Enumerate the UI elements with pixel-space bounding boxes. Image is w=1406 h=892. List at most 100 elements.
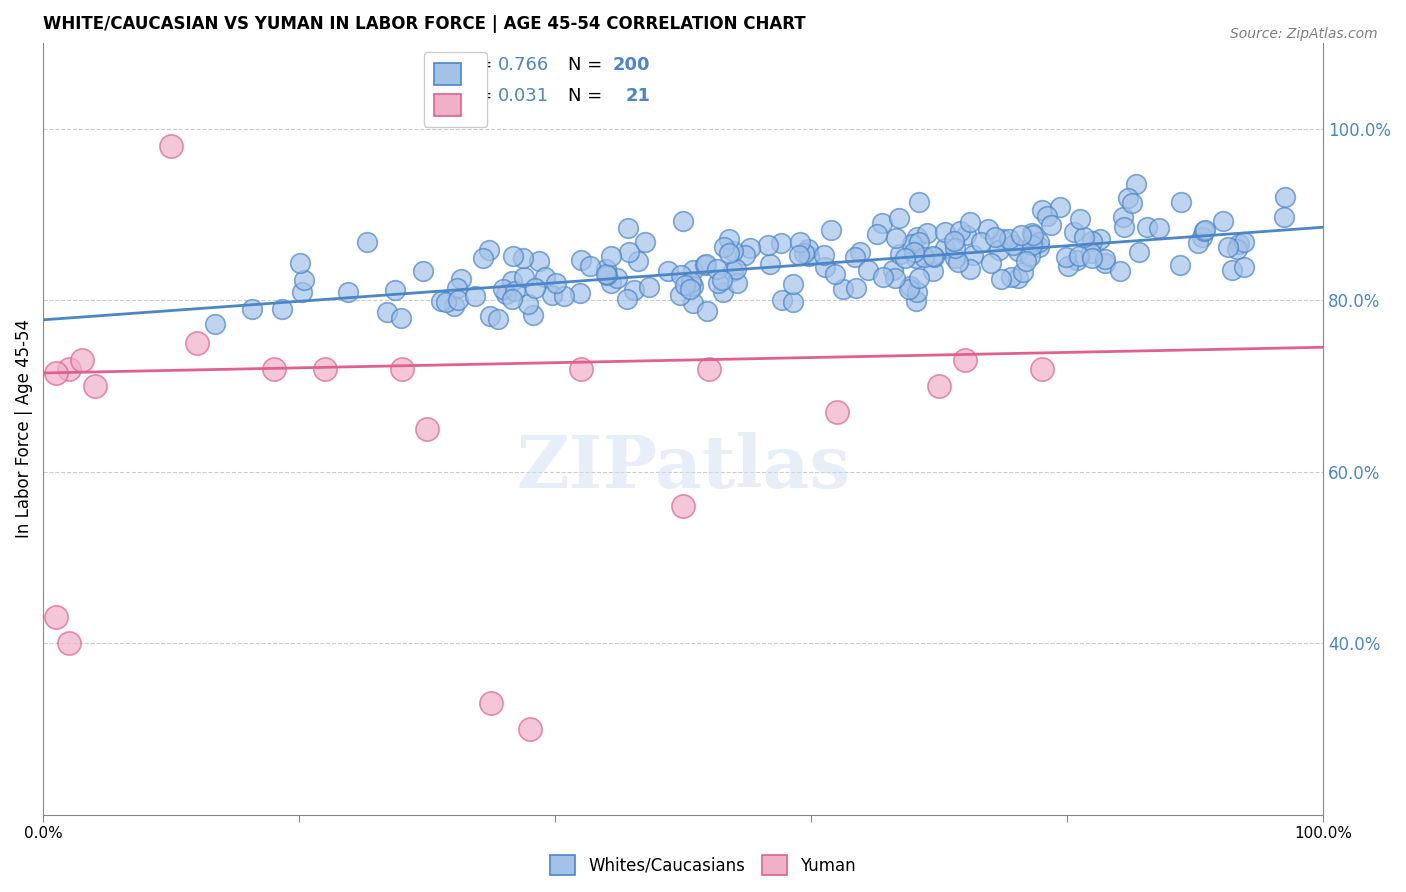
Point (908, 271, 931, 285)
Point (186, 335, 208, 350)
Point (889, 247, 911, 261)
Point (1125, 178, 1147, 192)
Point (412, 263, 434, 277)
Point (922, 250, 945, 264)
Point (872, 269, 894, 284)
Point (1063, 225, 1085, 239)
Point (1000, 270, 1022, 285)
Point (772, 293, 794, 307)
Point (738, 241, 761, 255)
Point (391, 310, 413, 325)
Point (870, 216, 893, 230)
Point (569, 286, 592, 301)
Legend: Whites/Caucasians, Yuman: Whites/Caucasians, Yuman (541, 847, 865, 884)
Point (502, 249, 524, 263)
Point (1274, 190, 1296, 204)
Point (893, 251, 915, 265)
Point (430, 294, 453, 309)
Point (617, 244, 640, 259)
Point (1187, 235, 1209, 250)
Point (479, 310, 502, 324)
Point (1168, 258, 1191, 272)
Point (770, 235, 793, 250)
Point (512, 251, 534, 265)
Point (501, 292, 523, 306)
Point (917, 227, 939, 241)
Point (1116, 191, 1139, 205)
Point (1002, 238, 1025, 252)
Point (637, 280, 659, 294)
Point (1036, 209, 1059, 223)
Point (1191, 229, 1213, 244)
Point (724, 262, 747, 277)
Point (959, 215, 981, 229)
Point (1094, 256, 1116, 270)
Text: R =: R = (460, 87, 498, 104)
Point (516, 297, 538, 311)
Point (844, 250, 866, 264)
Point (866, 227, 889, 242)
Point (1272, 211, 1295, 225)
Point (1227, 237, 1250, 252)
Point (70, 353, 93, 368)
Point (1108, 264, 1130, 278)
Point (1121, 195, 1143, 210)
Point (1054, 250, 1077, 264)
Point (672, 499, 695, 513)
Point (606, 271, 628, 285)
Point (797, 249, 820, 263)
Point (288, 256, 311, 270)
Point (495, 287, 517, 301)
Point (1010, 227, 1032, 242)
Point (882, 263, 904, 277)
Point (1069, 212, 1091, 227)
Text: 0.766: 0.766 (498, 56, 548, 74)
Text: R =: R = (460, 56, 498, 74)
Point (905, 285, 928, 300)
Point (1021, 227, 1043, 242)
Point (707, 277, 730, 291)
Point (904, 294, 927, 309)
Text: 21: 21 (626, 87, 651, 104)
Point (1128, 244, 1150, 259)
Point (1147, 221, 1170, 235)
Point (782, 277, 804, 291)
Point (943, 252, 966, 266)
Point (579, 259, 602, 273)
Point (1019, 249, 1042, 263)
Point (1049, 201, 1071, 215)
Point (595, 268, 617, 282)
Text: WHITE/CAUCASIAN VS YUMAN IN LABOR FORCE | AGE 45-54 CORRELATION CHART: WHITE/CAUCASIAN VS YUMAN IN LABOR FORCE … (44, 15, 806, 33)
Point (657, 264, 679, 278)
Point (553, 289, 575, 303)
Point (1194, 224, 1216, 238)
Point (522, 308, 544, 322)
Point (789, 235, 811, 249)
Point (242, 301, 264, 316)
Point (905, 229, 928, 244)
Point (416, 422, 439, 436)
Point (898, 279, 921, 293)
Legend: , : , (423, 52, 486, 127)
Point (824, 267, 846, 281)
Point (922, 263, 945, 277)
Point (717, 245, 740, 260)
Point (756, 238, 779, 252)
Text: N =: N = (568, 56, 609, 74)
Point (58, 636, 80, 650)
Text: 200: 200 (613, 56, 651, 74)
Point (600, 249, 623, 263)
Point (271, 301, 294, 316)
Point (997, 232, 1019, 246)
Point (945, 241, 967, 255)
Point (58, 361, 80, 376)
Point (725, 276, 748, 290)
Point (527, 254, 550, 268)
Point (377, 304, 399, 318)
Point (711, 285, 734, 299)
Point (946, 255, 969, 269)
Point (337, 285, 360, 300)
Point (1012, 265, 1035, 279)
Point (1007, 271, 1029, 285)
Point (934, 226, 956, 240)
